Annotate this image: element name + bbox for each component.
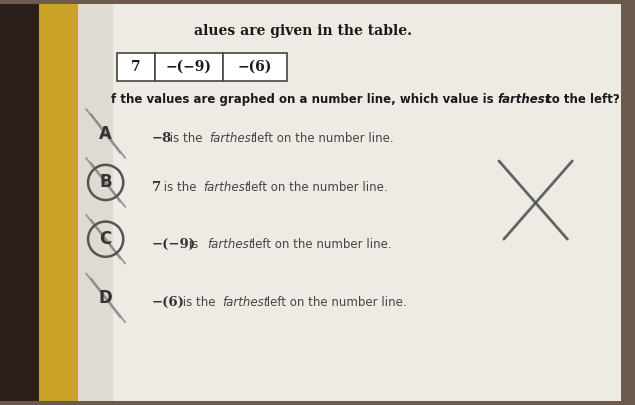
Text: 7: 7: [152, 181, 161, 194]
Text: farthest: farthest: [210, 132, 256, 145]
Text: alues are given in the table.: alues are given in the table.: [194, 24, 412, 38]
Text: left on the number line.: left on the number line.: [250, 132, 394, 145]
Text: left on the number line.: left on the number line.: [263, 296, 406, 309]
Text: is the: is the: [166, 132, 206, 145]
Text: farthest: farthest: [222, 296, 269, 309]
Text: −(6): −(6): [237, 60, 272, 74]
Text: is the: is the: [160, 181, 200, 194]
Text: farthest: farthest: [203, 181, 250, 194]
Text: is the: is the: [179, 296, 219, 309]
Text: −(6): −(6): [152, 296, 185, 309]
Text: D: D: [99, 289, 112, 307]
Text: −(−9): −(−9): [166, 60, 212, 74]
Polygon shape: [39, 4, 88, 401]
Polygon shape: [78, 4, 112, 401]
Text: f the values are graphed on a number line, which value is: f the values are graphed on a number lin…: [110, 93, 497, 106]
Text: to the left?: to the left?: [542, 93, 620, 106]
Text: left on the number line.: left on the number line.: [244, 181, 387, 194]
Text: A: A: [99, 124, 112, 143]
FancyBboxPatch shape: [117, 53, 154, 81]
FancyBboxPatch shape: [154, 53, 223, 81]
Polygon shape: [0, 4, 54, 401]
FancyBboxPatch shape: [223, 53, 286, 81]
Text: left on the number line.: left on the number line.: [248, 238, 391, 251]
Text: farthest: farthest: [497, 93, 551, 106]
Text: farthest: farthest: [207, 238, 253, 251]
Text: B: B: [99, 173, 112, 192]
Text: −8: −8: [152, 132, 172, 145]
Text: −(−9): −(−9): [152, 238, 196, 251]
Text: C: C: [100, 230, 112, 248]
Text: 7: 7: [131, 60, 141, 74]
Polygon shape: [78, 4, 621, 401]
Text: is: is: [185, 238, 203, 251]
